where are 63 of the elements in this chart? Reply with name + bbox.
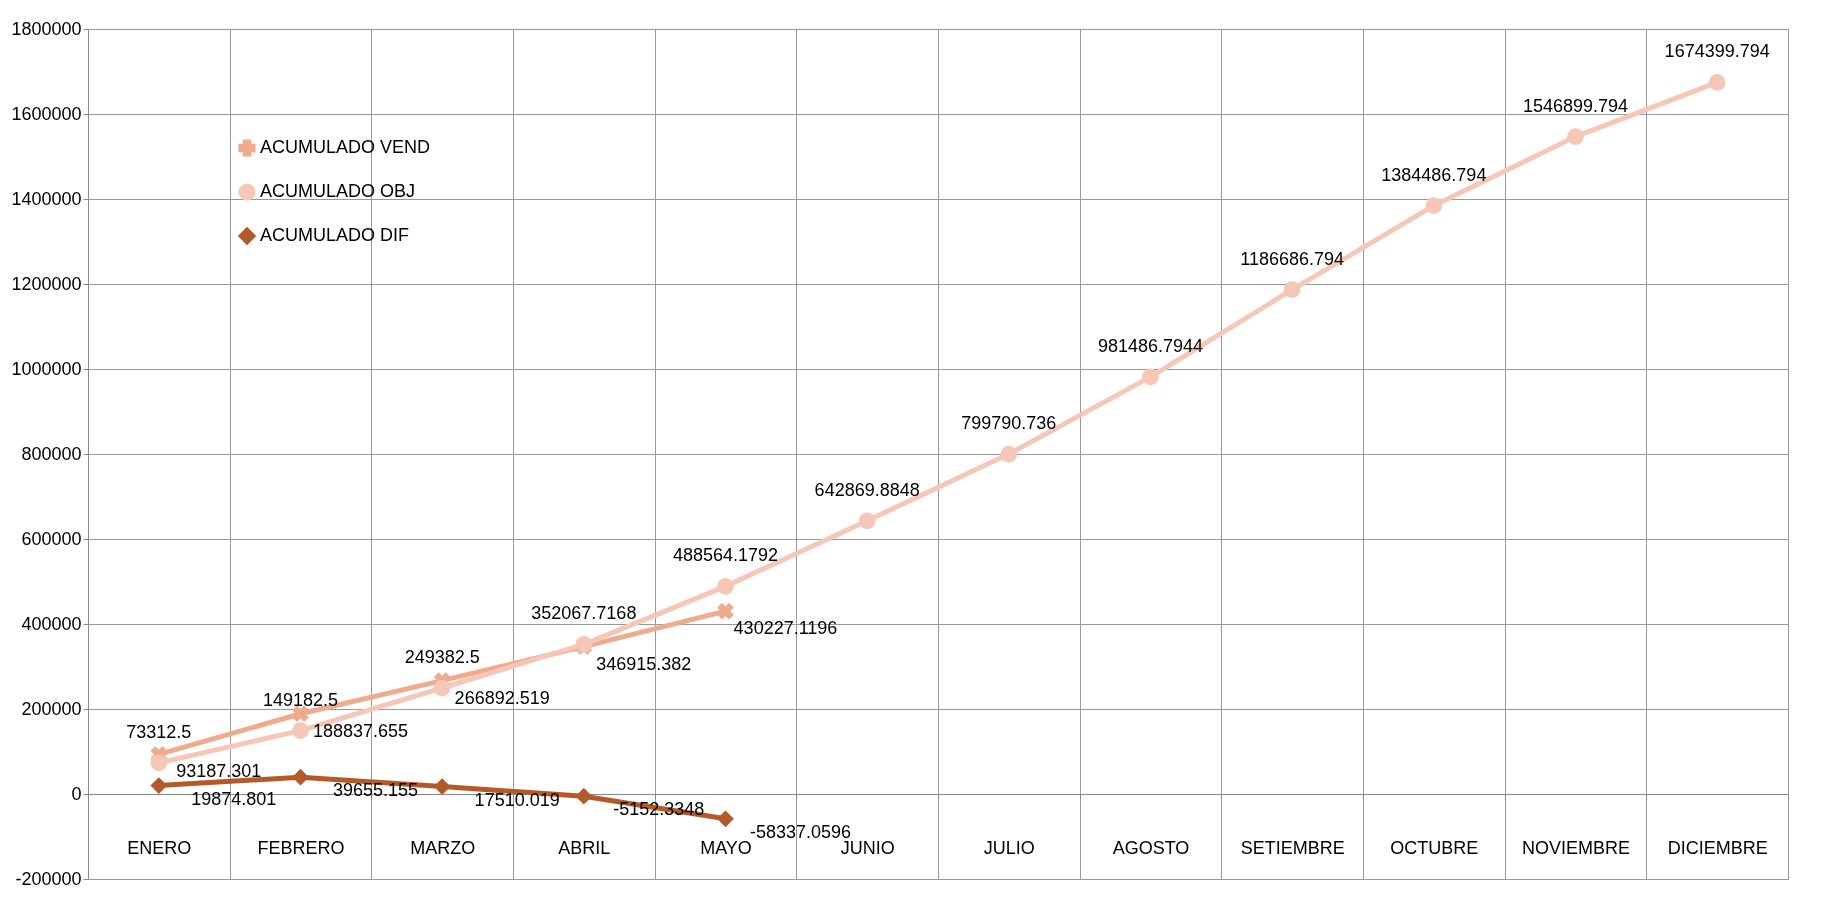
legend-label: ACUMULADO DIF bbox=[260, 225, 410, 245]
data-label: 93187.301 bbox=[176, 761, 262, 782]
legend-label: ACUMULADO OBJ bbox=[260, 181, 416, 201]
point bbox=[292, 722, 309, 739]
point bbox=[575, 787, 593, 805]
data-label: 1674399.794 bbox=[1664, 41, 1770, 62]
data-label: 1546899.794 bbox=[1522, 95, 1629, 116]
data-label: 39655.155 bbox=[332, 780, 419, 801]
data-label: 19874.801 bbox=[191, 788, 277, 809]
data-label: 352067.7168 bbox=[531, 603, 637, 624]
data-label: 488564.1792 bbox=[672, 545, 779, 566]
y-tick-label: 1800000 bbox=[11, 18, 82, 39]
y-tick-label: 800000 bbox=[21, 443, 82, 464]
point bbox=[292, 768, 309, 786]
point bbox=[717, 810, 734, 828]
point bbox=[150, 777, 168, 794]
x-tick-label: MAYO bbox=[700, 837, 752, 858]
y-tick-label: 0 bbox=[71, 783, 82, 804]
point bbox=[858, 512, 876, 530]
y-tick-label: 1400000 bbox=[11, 188, 82, 209]
y-tick-label: 1000000 bbox=[11, 358, 82, 379]
data-label: 799790.736 bbox=[961, 413, 1057, 434]
y-tick-label: 1200000 bbox=[11, 273, 82, 294]
x-tick-label: ENERO bbox=[127, 837, 192, 858]
point bbox=[150, 754, 168, 772]
y-tick-label: 1600000 bbox=[11, 103, 82, 124]
x-tick-label: MARZO bbox=[410, 837, 476, 858]
data-label: 430227.1196 bbox=[733, 618, 838, 639]
y-tick-label: 200000 bbox=[21, 698, 82, 719]
x-tick-label: FEBRERO bbox=[257, 837, 345, 858]
y-tick-label: -200000 bbox=[15, 868, 82, 889]
data-label: 642869.8848 bbox=[814, 479, 920, 500]
point bbox=[1142, 368, 1159, 386]
point bbox=[1283, 281, 1301, 299]
point bbox=[292, 705, 309, 723]
point bbox=[717, 602, 734, 620]
legend-label: ACUMULADO VEND bbox=[260, 137, 431, 157]
data-label: 188837.655 bbox=[312, 720, 409, 741]
x-tick-label: SETIEMBRE bbox=[1240, 837, 1345, 858]
data-label: 1186686.794 bbox=[1240, 248, 1345, 269]
point bbox=[1567, 128, 1584, 145]
data-label: 17510.019 bbox=[474, 789, 560, 810]
x-tick-label: AGOSTO bbox=[1112, 837, 1190, 858]
x-tick-label: OCTUBRE bbox=[1390, 837, 1479, 858]
y-tick-label: 600000 bbox=[21, 528, 82, 549]
point bbox=[1708, 74, 1726, 91]
data-label: 981486.7944 bbox=[1097, 335, 1204, 356]
x-tick-label: JULIO bbox=[983, 837, 1035, 858]
point bbox=[717, 578, 734, 595]
point bbox=[1425, 197, 1443, 214]
data-label: 266892.519 bbox=[454, 687, 550, 708]
x-tick-label: DICIEMBRE bbox=[1667, 837, 1768, 858]
data-label: 73312.5 bbox=[126, 721, 192, 742]
x-tick-label: ABRIL bbox=[558, 837, 611, 858]
data-label: 149182.5 bbox=[262, 689, 339, 710]
point bbox=[1000, 445, 1018, 463]
data-label: 249382.5 bbox=[404, 647, 480, 668]
data-label: 346915.382 bbox=[596, 653, 692, 674]
point bbox=[433, 679, 451, 697]
point bbox=[433, 778, 451, 795]
data-label: 1384486.794 bbox=[1381, 164, 1487, 185]
x-tick-label: NOVIEMBRE bbox=[1521, 837, 1631, 858]
y-tick-label: 400000 bbox=[21, 613, 82, 634]
